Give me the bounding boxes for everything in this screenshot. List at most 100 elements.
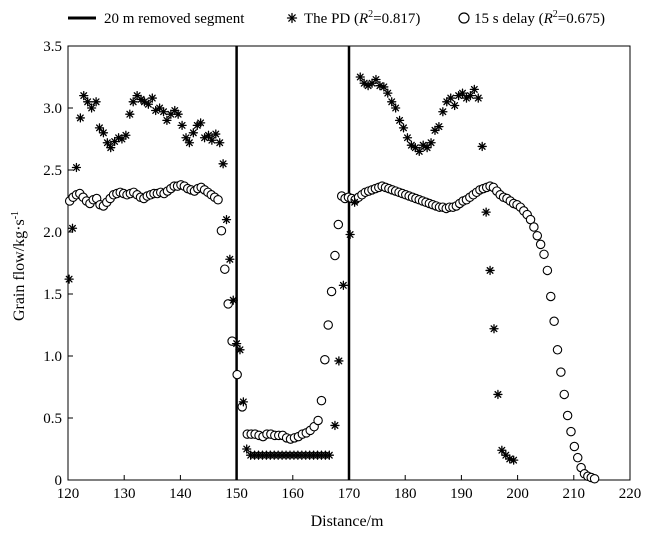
- legend-pd-sup: 2: [368, 9, 373, 20]
- delay-data-point: [232, 369, 242, 380]
- pd-data-point: [231, 338, 242, 349]
- delay-data-point: [220, 264, 230, 274]
- pd-data-point: [390, 103, 401, 113]
- pd-data-point: [64, 274, 74, 284]
- delay-data-point: [216, 226, 227, 236]
- pd-data-point: [173, 109, 183, 119]
- pd-data-point: [338, 280, 349, 290]
- y-tick-label: 0: [55, 473, 63, 489]
- delay-data-point: [529, 222, 539, 232]
- delay-data-point: [333, 219, 344, 230]
- pd-data-point: [334, 356, 344, 366]
- pd-data-point: [211, 129, 221, 139]
- delay-data-point: [589, 474, 600, 484]
- delay-data-point: [326, 286, 337, 297]
- pd-data-point: [465, 90, 476, 101]
- pd-data-point: [330, 420, 340, 431]
- pd-data-point: [446, 93, 456, 103]
- delay-data-point: [552, 345, 563, 355]
- y-axis-title-superscript: -1: [10, 211, 21, 219]
- pd-data-point: [94, 123, 105, 133]
- pd-data-point: [71, 162, 82, 173]
- pd-data-point: [398, 123, 409, 133]
- removed-segment-lines: [235, 46, 351, 480]
- pd-data-point: [235, 345, 245, 355]
- legend-delay-r: R: [543, 11, 553, 27]
- pd-data-point: [238, 397, 248, 407]
- pd-data-point: [147, 93, 157, 103]
- pd-data-point: [125, 109, 135, 119]
- delay-data-point: [546, 291, 556, 302]
- pd-data-point: [345, 229, 355, 240]
- pd-data-point: [109, 136, 120, 147]
- delay-data-point: [313, 415, 323, 426]
- delay-data-point: [539, 249, 549, 260]
- pd-data-point: [121, 130, 131, 140]
- x-tick-label: 180: [394, 486, 417, 502]
- pd-data-point: [371, 74, 381, 85]
- legend-delay-value: =0.675): [558, 11, 605, 27]
- pd-data-point: [86, 103, 97, 113]
- delay-data-point: [542, 265, 553, 276]
- legend-pd-label: The PD (R2=0.817): [304, 9, 420, 27]
- y-tick-label: 2.5: [43, 163, 62, 179]
- x-tick-label: 150: [225, 486, 248, 502]
- x-tick-label: 140: [169, 486, 192, 502]
- legend-pd-marker: [286, 12, 298, 24]
- delay-data-point: [556, 367, 566, 377]
- pd-data-point: [98, 128, 109, 138]
- pd-data-point: [489, 324, 499, 334]
- pd-data-point: [184, 138, 195, 148]
- x-tick-label: 220: [619, 486, 642, 502]
- x-tick-label: 190: [450, 486, 473, 502]
- pd-data-point: [367, 78, 377, 88]
- pd-data-point: [481, 207, 491, 217]
- delay-data-point: [572, 452, 583, 463]
- pd-data-point: [402, 133, 413, 143]
- delay-data-point: [549, 316, 559, 327]
- pd-data-point: [67, 223, 78, 233]
- pd-data-point: [181, 133, 191, 143]
- legend-pd-value: =0.817): [373, 11, 420, 27]
- pd-data-point: [485, 265, 495, 276]
- series-15s-delay: [64, 180, 600, 484]
- delay-data-point: [532, 230, 543, 241]
- pd-data-point: [221, 214, 232, 225]
- x-tick-label: 160: [282, 486, 305, 502]
- y-tick-label: 2.0: [43, 225, 62, 241]
- delay-data-point: [213, 195, 223, 205]
- pd-data-point: [383, 88, 393, 98]
- legend-delay-name: 15 s delay (: [474, 11, 544, 27]
- pd-data-point: [355, 72, 365, 82]
- pd-data-point: [158, 107, 169, 117]
- pd-data-point: [387, 97, 397, 107]
- delay-data-point: [569, 441, 580, 452]
- pd-data-point: [203, 130, 214, 140]
- pd-data-point: [91, 97, 101, 107]
- pd-data-point: [106, 143, 116, 153]
- delay-data-point: [559, 389, 569, 400]
- axes: 120 130 140 150 160 170 180 190 200 210 220 0 0.5 1.0…: [43, 39, 641, 502]
- legend-removed-segment-label: 20 m removed segment: [104, 11, 245, 27]
- y-tick-label: 1.0: [43, 349, 62, 365]
- pd-data-point: [509, 455, 519, 465]
- legend-delay-label: 15 s delay (R2=0.675): [474, 9, 605, 27]
- y-axis-title: Grain flow/kg·s-1: [10, 211, 28, 321]
- x-tick-label: 120: [57, 486, 80, 502]
- legend-pd-asterisk: [286, 12, 298, 24]
- delay-data-point: [562, 410, 573, 421]
- pd-data-point: [477, 141, 487, 152]
- y-tick-label: 0.5: [43, 411, 62, 427]
- pd-data-point: [102, 138, 112, 148]
- pd-data-point: [426, 138, 436, 148]
- pd-data-point: [75, 113, 86, 123]
- pd-data-point: [473, 93, 483, 103]
- x-axis-title: Distance/m: [311, 513, 384, 530]
- pd-data-point: [177, 120, 187, 131]
- legend: 20 m removed segment The PD (R2=0.817) 1…: [68, 9, 605, 27]
- pd-data-point: [414, 146, 424, 157]
- delay-data-point: [566, 426, 576, 437]
- pd-data-point: [188, 128, 198, 138]
- delay-data-point: [330, 250, 340, 261]
- delay-data-point: [323, 320, 333, 330]
